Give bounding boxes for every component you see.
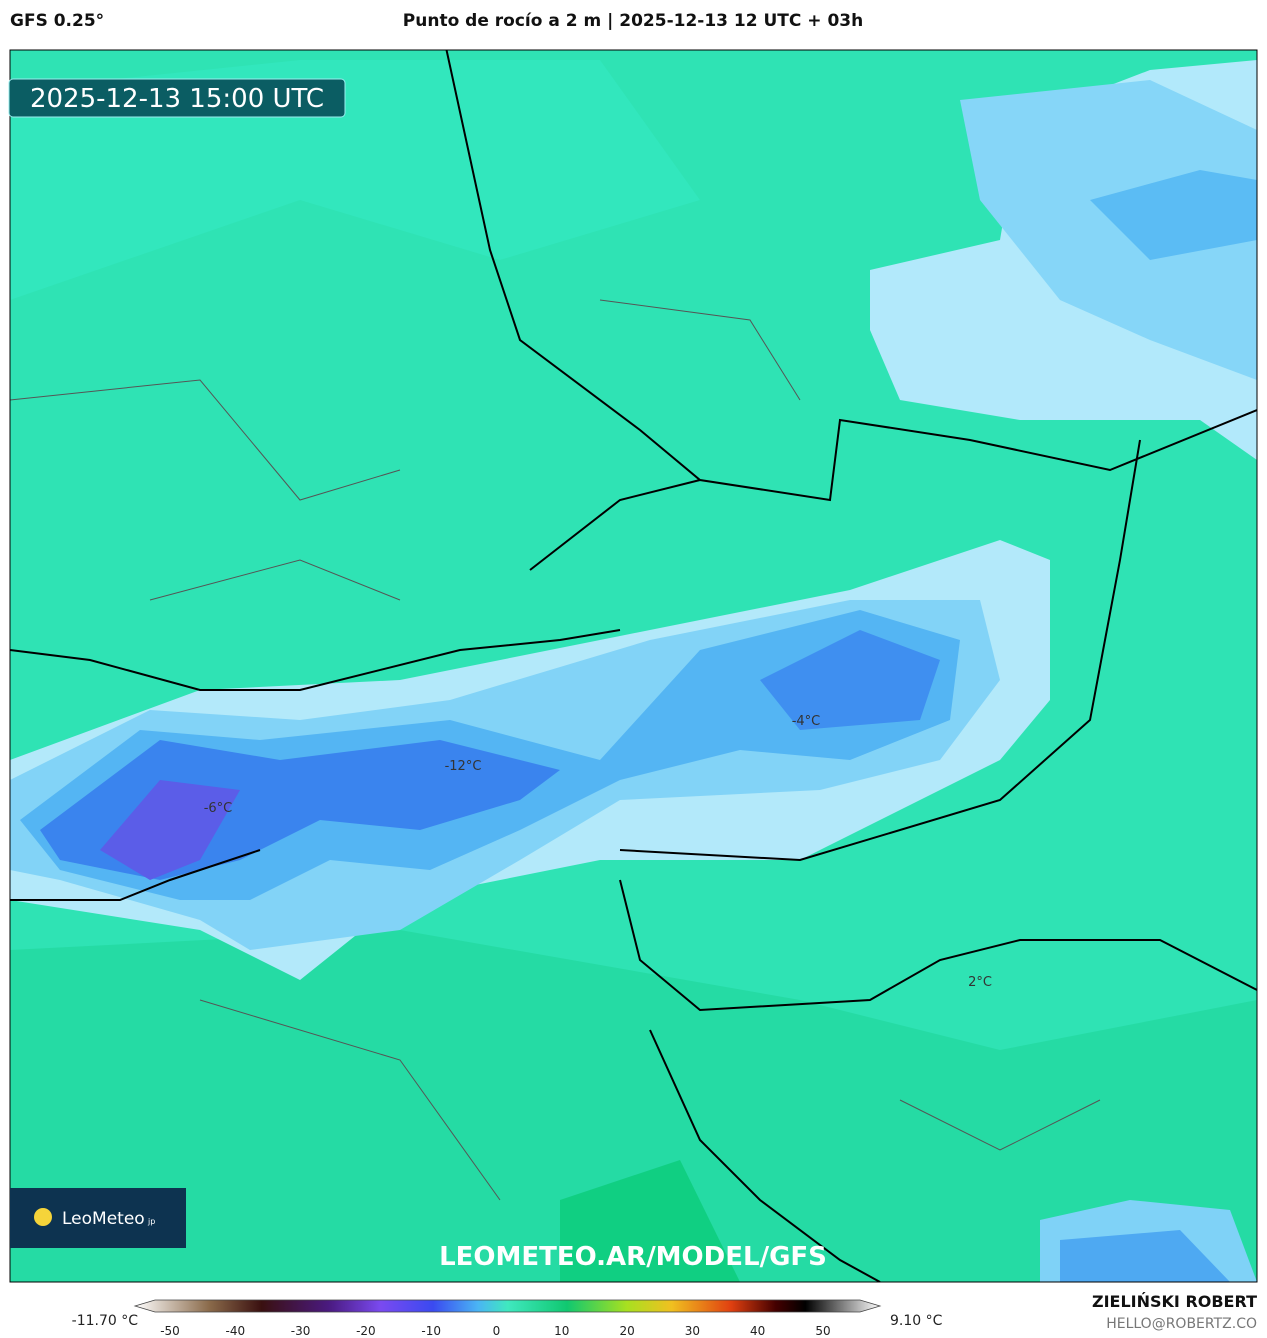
colorbar-tick-label: -50 <box>160 1324 180 1338</box>
logo-suffix: jp <box>147 1217 155 1226</box>
colorbar-tick-label: -40 <box>225 1324 245 1338</box>
map-label: -6°C <box>204 801 233 816</box>
colorbar-tick-label: 10 <box>554 1324 569 1338</box>
colorbar-tick-label: 20 <box>619 1324 634 1338</box>
map-label: 2°C <box>968 975 992 990</box>
map-title: Punto de rocío a 2 m | 2025-12-13 12 UTC… <box>403 11 863 31</box>
colorbar-ticks: -50 -40 -30 -20 -10 0 10 20 30 40 50 <box>160 1324 830 1338</box>
map-area <box>10 50 1257 1282</box>
colorbar-tick-label: 50 <box>815 1324 830 1338</box>
colorbar-tick-label: 40 <box>750 1324 765 1338</box>
logo-sun <box>34 1208 52 1226</box>
colorbar-min: -11.70 °C <box>72 1313 139 1329</box>
map-label: -4°C <box>792 714 821 729</box>
colorbar-tick-label: 30 <box>685 1324 700 1338</box>
model-name: GFS 0.25° <box>10 11 104 31</box>
colorbar <box>133 1299 882 1313</box>
logo: LeoMeteo <box>62 1209 145 1229</box>
map-frame <box>9 49 1258 1283</box>
credit-contact: HELLO@ROBERTZ.CO <box>1106 1316 1257 1332</box>
colorbar-max: 9.10 °C <box>890 1313 943 1329</box>
map-label: -12°C <box>445 759 482 774</box>
timestamp: 2025-12-13 15:00 UTC <box>30 84 324 114</box>
colorbar-tick-label: 0 <box>493 1324 501 1338</box>
watermark: LEOMETEO.AR/MODEL/GFS <box>439 1242 827 1272</box>
credit-author: ZIELIŃSKI ROBERT <box>1092 1292 1257 1311</box>
colorbar-tick-label: -20 <box>356 1324 376 1338</box>
colorbar-tick-label: -30 <box>291 1324 311 1338</box>
timestamp-box <box>8 78 346 118</box>
colorbar-tick-label: -10 <box>421 1324 441 1338</box>
